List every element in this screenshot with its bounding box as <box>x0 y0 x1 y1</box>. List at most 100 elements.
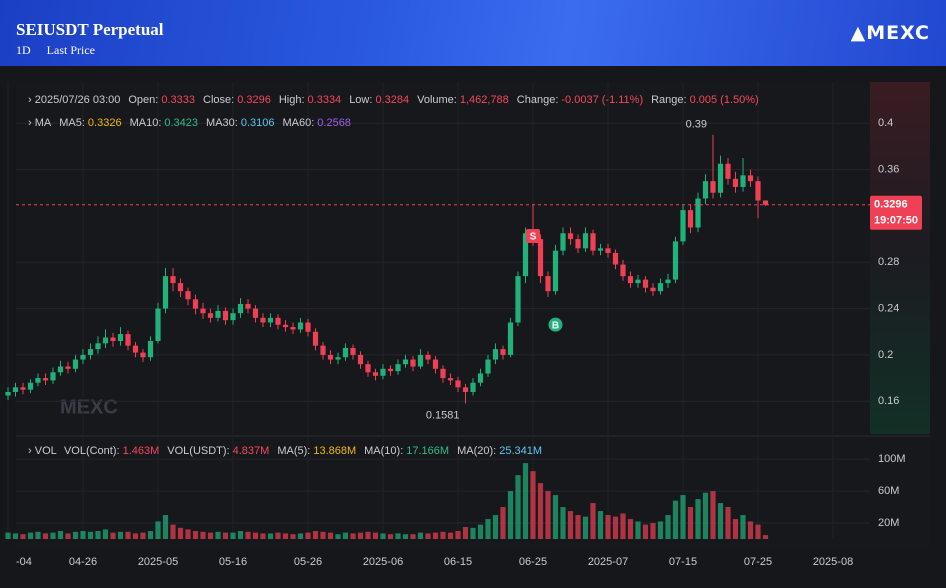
y-tick-label: 0.28 <box>878 256 899 268</box>
volume-bar <box>312 531 319 539</box>
volume-bar <box>125 531 131 539</box>
volume-bar <box>755 524 761 539</box>
candle-body <box>72 359 79 369</box>
candle-body <box>342 347 349 358</box>
candle-body <box>402 359 409 365</box>
candle-body <box>252 308 259 318</box>
candle-body <box>12 387 19 392</box>
x-tick-label: 07-15 <box>669 556 697 568</box>
candle-body <box>747 175 754 182</box>
volume-bar <box>87 531 94 539</box>
info-value: -0.0037 (-1.11%) <box>561 94 643 106</box>
volume-bar <box>567 511 574 539</box>
candle-body <box>537 239 544 277</box>
y-tick-label: 0.24 <box>878 302 899 314</box>
candle-body <box>612 252 619 265</box>
volume-bar <box>252 532 259 539</box>
volume-bar <box>80 531 86 539</box>
candle-body <box>35 378 41 383</box>
y-tick-label: 0.16 <box>878 395 899 407</box>
ma-title: MA <box>35 117 52 129</box>
x-tick-label: 2025-06 <box>363 556 403 568</box>
candle-body <box>380 368 386 376</box>
candle-body <box>102 337 109 344</box>
volume-bar <box>140 532 146 539</box>
candle-body <box>695 198 701 228</box>
volume-bar <box>507 491 514 539</box>
volume-bar <box>72 531 79 539</box>
info-value: 0.3334 <box>308 94 342 106</box>
axis-bg <box>870 82 930 434</box>
volume-bar <box>132 533 139 539</box>
volume-bar <box>695 499 701 539</box>
x-tick-label: 06-15 <box>444 556 472 568</box>
x-tick-label: 05-26 <box>294 556 322 568</box>
vol-value: 17.166M <box>406 445 449 457</box>
candle-body <box>20 387 26 390</box>
ma-value: 0.2568 <box>317 117 351 129</box>
volume-bar <box>95 531 101 539</box>
candle-body <box>680 210 686 242</box>
volume-bar <box>222 532 229 539</box>
candle-body <box>365 364 371 373</box>
candle-body <box>140 352 146 358</box>
candle-body <box>237 303 244 314</box>
candle-body <box>200 308 206 314</box>
volume-bar <box>282 533 289 539</box>
candle-body <box>65 366 71 369</box>
candle-body <box>170 276 176 284</box>
volume-bar <box>627 519 634 539</box>
ma-row: › MA MA5: 0.3326 MA10: 0.3423 MA30: 0.3106 MA60… <box>28 117 351 129</box>
candle-body <box>740 175 746 187</box>
logo-text: MEXC <box>866 22 930 44</box>
volume-bar <box>260 533 266 539</box>
candle-body <box>132 345 139 353</box>
info-row: › 2025/07/26 03:00 Open: 0.3333 Close: 0.329… <box>28 94 759 106</box>
volume-bar <box>267 533 274 539</box>
volume-bar <box>537 483 544 539</box>
candle-body <box>455 380 461 388</box>
volume-bar <box>395 533 401 539</box>
volume-bar <box>245 531 251 539</box>
watermark: MEXC <box>60 396 118 418</box>
y-tick-label: 0.36 <box>878 163 899 175</box>
candle-body <box>432 359 439 369</box>
volume-bar <box>665 515 671 539</box>
volume-bar <box>155 521 161 539</box>
ma-label: MA30: <box>206 117 238 129</box>
volume-bar <box>170 524 176 539</box>
volume-bar <box>485 519 491 539</box>
y-tick-label: 0.2 <box>878 349 893 361</box>
candle-body <box>657 283 664 292</box>
vol-value: 25.341M <box>499 445 542 457</box>
candle-body <box>462 387 469 392</box>
volume-bar <box>605 515 611 539</box>
volume-bar <box>425 533 431 539</box>
annotation: 0.1581 <box>426 409 460 421</box>
arrow: › <box>28 94 35 106</box>
volume-bar <box>297 533 304 539</box>
candle-body <box>245 303 251 309</box>
volume-bar <box>590 503 596 539</box>
volume-bar <box>650 523 656 539</box>
volume-bar <box>357 532 364 539</box>
vol-label: MA(20): <box>457 445 496 457</box>
candle-body <box>192 299 199 309</box>
volume-bar <box>575 515 581 539</box>
candle-body <box>672 241 679 280</box>
candle-body <box>620 264 626 277</box>
vol-label: VOL(USDT): <box>167 445 229 457</box>
x-tick-label: 2025-08 <box>813 556 853 568</box>
candle-body <box>500 349 506 355</box>
candle-body <box>5 391 11 396</box>
candle-body <box>267 317 274 323</box>
candle-body <box>27 382 34 390</box>
volume-bar <box>545 491 551 539</box>
info-label: Volume: <box>417 94 457 106</box>
candle-body <box>275 317 281 325</box>
chart: MEXC 0.16 0.2 0.24 0.28 0.36 0.4 20M 60M 100M -04… <box>5 82 930 568</box>
candle-body <box>635 279 641 284</box>
candle-body <box>492 349 499 360</box>
volume-bar <box>560 507 566 539</box>
v-tick-label: 60M <box>878 485 899 497</box>
